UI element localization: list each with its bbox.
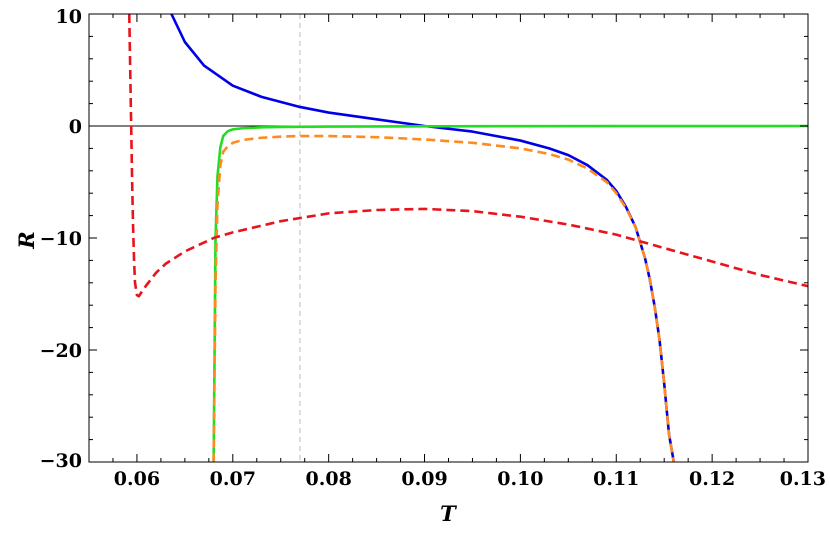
series-line-4 (127, 14, 808, 298)
x-tick-label: 0.13 (780, 468, 826, 490)
x-tick-label: 0.08 (306, 468, 352, 490)
y-tick-label: 10 (56, 6, 82, 28)
axis-ticks: 0.06 0.07 0.08 0.09 0.10 0.11 0.12 0.13 10 0 −10 −2… (40, 6, 826, 490)
x-axis-title: T (440, 501, 457, 526)
x-tick-label: 0.10 (497, 468, 543, 490)
y-tick-label: −30 (40, 450, 82, 472)
x-tick-label: 0.11 (593, 468, 639, 490)
x-tick-label: 0.06 (114, 468, 160, 490)
y-tick-label: −20 (40, 340, 82, 362)
x-tick-label: 0.07 (210, 468, 256, 490)
x-tick-label: 0.09 (401, 468, 447, 490)
series-line-1 (170, 14, 676, 462)
y-axis-title: R (14, 231, 39, 249)
y-tick-label: 0 (69, 116, 82, 138)
reference-lines (89, 14, 808, 462)
plot-frame (88, 13, 809, 463)
series-line-2 (212, 124, 808, 462)
series-lines (127, 14, 808, 462)
series-line-3 (212, 134, 676, 462)
x-tick-label: 0.12 (689, 468, 735, 490)
y-tick-label: −10 (40, 228, 82, 250)
plot-area (89, 14, 808, 462)
